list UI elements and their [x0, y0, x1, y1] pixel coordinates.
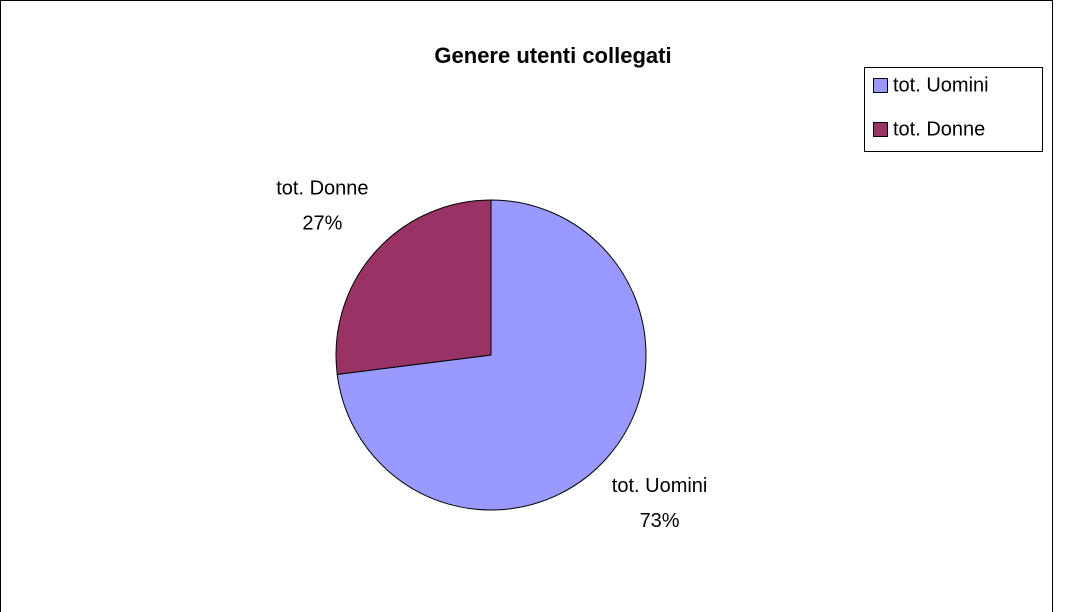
legend-swatch [873, 122, 888, 137]
chart-title: Genere utenti collegati [434, 43, 671, 68]
data-label-category: tot. Donne [276, 178, 368, 200]
legend-swatch [873, 78, 888, 93]
legend-label: tot. Donne [893, 118, 985, 140]
pie-slice [335, 199, 492, 375]
data-label-value: 73% [640, 510, 680, 532]
pie-slice [336, 199, 647, 511]
data-label-value: 27% [302, 213, 342, 235]
legend-box [864, 67, 1043, 152]
data-label-category: tot. Uomini [612, 475, 708, 497]
legend-label: tot. Uomini [893, 74, 989, 96]
